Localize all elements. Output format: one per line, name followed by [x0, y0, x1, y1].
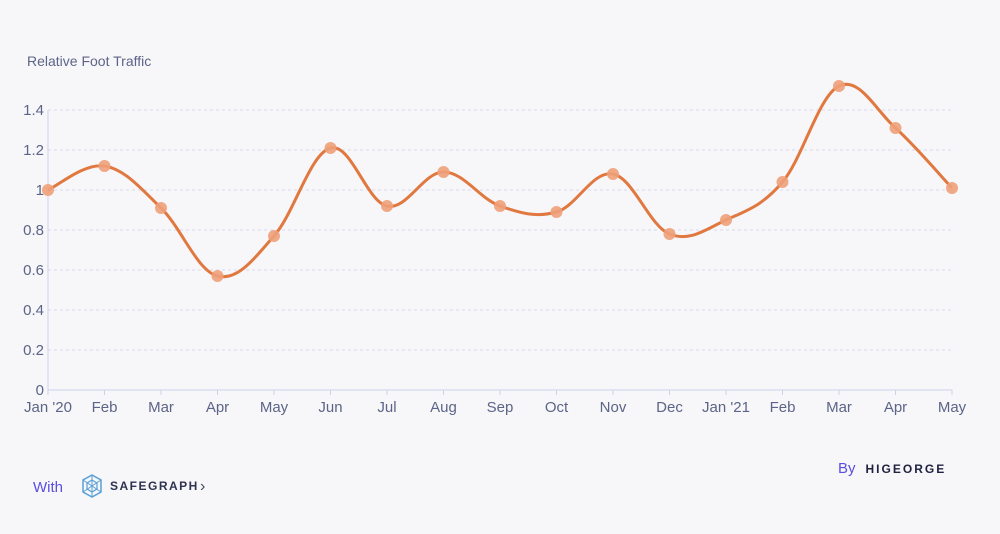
safegraph-logo-text: SAFEGRAPH — [110, 479, 199, 493]
safegraph-logo[interactable]: SAFEGRAPH — [82, 474, 199, 498]
x-tick-label: Jul — [377, 399, 396, 416]
data-point[interactable] — [155, 202, 167, 214]
x-tick-label: May — [260, 399, 289, 416]
y-axis-label: Relative Foot Traffic — [27, 53, 151, 69]
data-point[interactable] — [946, 182, 958, 194]
data-point[interactable] — [663, 228, 676, 240]
data-point[interactable] — [437, 166, 450, 178]
y-tick-label: 1.2 — [23, 142, 44, 159]
x-tick-labels: Jan '20 Feb Mar Apr May Jun Jul Aug Sep Oct Nov Dec… — [24, 399, 967, 416]
data-point[interactable] — [607, 168, 619, 180]
x-tick-label: Sep — [487, 399, 514, 416]
data-point[interactable] — [889, 122, 902, 134]
y-tick-label: 1.4 — [23, 102, 44, 119]
x-tick-label: Jan '21 — [702, 399, 750, 416]
x-tick-label: May — [938, 399, 967, 416]
y-tick-label: 0.2 — [23, 342, 44, 359]
x-tick-label: Nov — [600, 399, 627, 416]
data-points — [42, 80, 958, 282]
data-point[interactable] — [324, 142, 337, 154]
x-tick-label: Feb — [92, 399, 118, 416]
higeorge-credit[interactable]: By HIGEORGE — [838, 460, 946, 477]
series-line — [47, 82, 954, 279]
x-tick-label: Oct — [545, 399, 569, 416]
data-point[interactable] — [42, 184, 54, 196]
y-tick-labels: 0 0.2 0.4 0.6 0.8 1 1.2 1.4 — [23, 102, 44, 399]
with-label: With — [33, 479, 63, 496]
x-tick-label: Apr — [884, 399, 907, 416]
y-tick-label: 0.6 — [23, 262, 44, 279]
data-point[interactable] — [268, 230, 280, 242]
gridlines — [48, 109, 952, 351]
data-point[interactable] — [98, 160, 111, 172]
safegraph-icon — [82, 474, 102, 498]
y-tick-label: 0 — [36, 382, 44, 399]
y-tick-label: 0.4 — [23, 302, 44, 319]
data-point[interactable] — [776, 176, 789, 188]
y-tick-label: 0.8 — [23, 222, 44, 239]
data-point[interactable] — [494, 200, 506, 212]
x-tick-label: Dec — [656, 399, 683, 416]
x-tick-label: Jun — [318, 399, 342, 416]
data-point[interactable] — [720, 214, 732, 226]
x-tick-label: Feb — [770, 399, 796, 416]
by-label: By — [838, 460, 856, 477]
chevron-right-icon[interactable]: › — [200, 478, 206, 495]
axes — [47, 110, 953, 395]
data-point[interactable] — [833, 80, 845, 92]
data-point[interactable] — [381, 200, 393, 212]
y-tick-label: 1 — [36, 182, 44, 199]
higeorge-logo: HIGEORGE — [865, 461, 947, 476]
x-tick-label: Aug — [430, 399, 457, 416]
x-tick-label: Jan '20 — [24, 399, 72, 416]
data-point[interactable] — [550, 206, 563, 218]
data-point[interactable] — [211, 270, 224, 282]
x-tick-label: Apr — [206, 399, 229, 416]
x-tick-label: Mar — [148, 399, 174, 416]
x-tick-label: Mar — [826, 399, 852, 416]
